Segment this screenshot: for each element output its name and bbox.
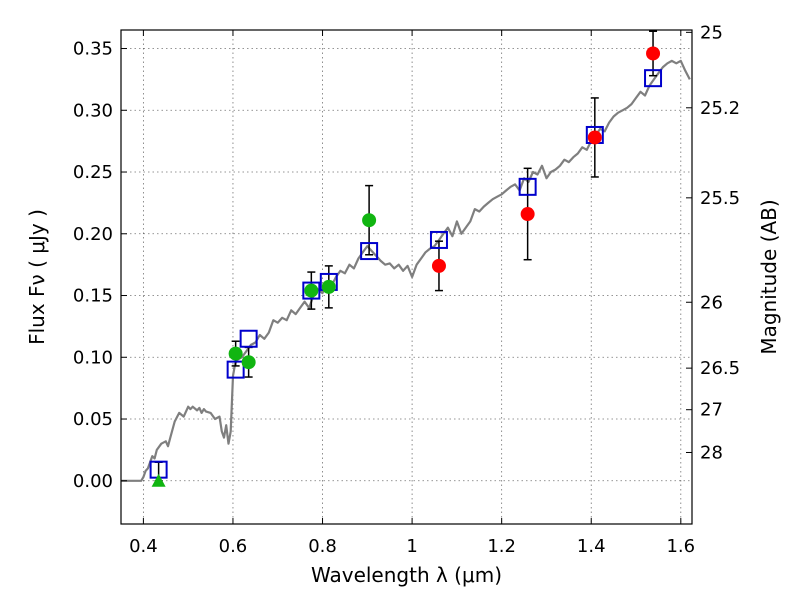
- y-tick-label: 0.25: [73, 162, 113, 183]
- right-tick-label: 25.5: [700, 188, 740, 209]
- plot-frame: [120, 29, 693, 525]
- data-point-circle: [646, 46, 661, 61]
- data-point-circle: [304, 283, 319, 298]
- x-tick-label: 0.6: [219, 536, 248, 557]
- model-point-square: [226, 360, 245, 379]
- right-tick-label: 26.5: [700, 358, 740, 379]
- right-tick-label: 28: [700, 442, 723, 463]
- model-point-square: [429, 230, 448, 249]
- data-point-circle: [228, 346, 243, 361]
- x-tick-label: 1.4: [577, 536, 606, 557]
- x-tick-label: 1.2: [487, 536, 516, 557]
- y-tick-label: 0.15: [73, 286, 113, 307]
- model-point-square: [518, 177, 537, 196]
- data-point-circle: [362, 213, 377, 228]
- right-tick-label: 26: [700, 292, 723, 313]
- right-axis-label: Magnitude (AB): [757, 199, 781, 354]
- data-point-circle: [431, 258, 446, 273]
- axis-ticks: 0.4 0.6 0.8 1 1.2 1.4 1.6 0.00 0.05 0.10 0.15 0.20 0…: [73, 22, 740, 557]
- model-point-square: [644, 69, 663, 88]
- model-point-square: [239, 329, 258, 348]
- data-markers: [149, 46, 663, 487]
- model-point-square: [360, 242, 379, 261]
- y-tick-label: 0.30: [73, 100, 113, 121]
- data-point-circle: [241, 355, 256, 370]
- y-tick-label: 0.35: [73, 39, 113, 60]
- y-tick-label: 0.10: [73, 347, 113, 368]
- grid: [121, 30, 692, 524]
- right-tick-label: 27: [700, 400, 723, 421]
- model-spectrum-line: [121, 59, 691, 482]
- right-tick-label: 25.2: [700, 98, 740, 119]
- x-tick-label: 0.8: [308, 536, 337, 557]
- model-point-square: [302, 281, 321, 300]
- x-tick-label: 1: [406, 536, 417, 557]
- x-axis-label: Wavelength λ (μm): [311, 563, 502, 587]
- data-point-circle: [587, 130, 602, 145]
- y-tick-label: 0.20: [73, 224, 113, 245]
- data-point-circle: [321, 279, 336, 294]
- data-point-circle: [520, 207, 535, 222]
- y-axis-label: Flux Fν ( μJy ): [25, 209, 49, 345]
- right-tick-label: 25: [700, 22, 723, 43]
- y-tick-label: 0.00: [73, 471, 113, 492]
- x-tick-label: 1.6: [666, 536, 695, 557]
- model-spectrum: [121, 59, 691, 482]
- y-tick-label: 0.05: [73, 409, 113, 430]
- x-tick-label: 0.4: [129, 536, 158, 557]
- upper-limit-triangle: [151, 473, 166, 487]
- error-bars: [154, 30, 658, 482]
